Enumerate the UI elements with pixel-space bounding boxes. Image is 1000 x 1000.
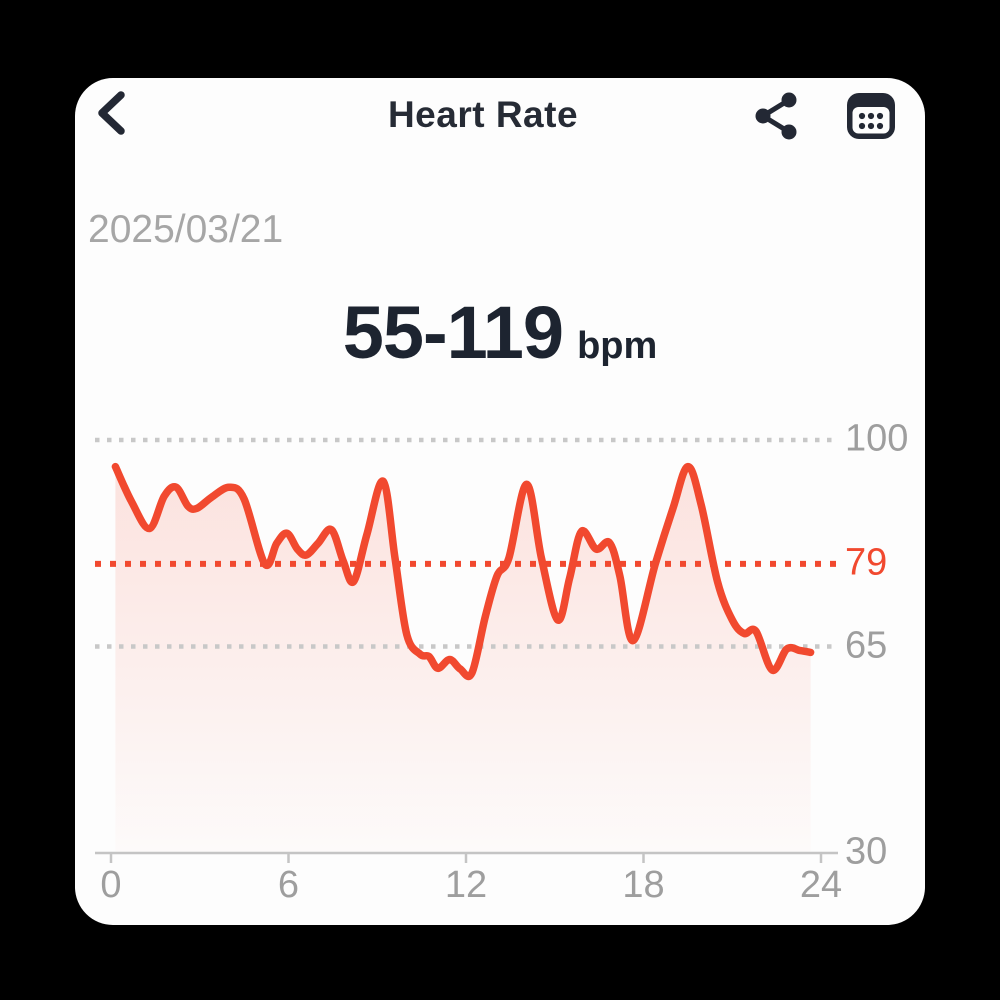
share-button[interactable] xyxy=(750,89,802,141)
calendar-icon xyxy=(847,93,895,139)
x-axis-label-6: 6 xyxy=(277,864,300,906)
x-axis-label-0: 0 xyxy=(100,864,122,906)
y-axis-label-100: 100 xyxy=(845,417,909,460)
share-icon xyxy=(755,92,797,140)
x-axis-label-18: 18 xyxy=(622,864,665,906)
page-title: Heart Rate xyxy=(387,94,579,135)
hr-line xyxy=(111,462,815,681)
y-axis-label-79: 79 xyxy=(845,541,888,584)
back-button[interactable] xyxy=(85,84,137,142)
x-axis-label-24: 24 xyxy=(799,864,843,906)
hr-range-unit: bpm xyxy=(577,325,658,367)
hr-range-summary: 55-119 bpm xyxy=(75,290,925,375)
calendar-button[interactable] xyxy=(843,87,899,143)
x-axis-label-12: 12 xyxy=(444,864,488,906)
y-axis-label-65: 65 xyxy=(845,624,888,667)
chevron-left-icon xyxy=(98,91,125,135)
hr-range-value: 55-119 xyxy=(342,291,564,374)
hr-area-fill xyxy=(115,466,811,853)
y-axis-label-30: 30 xyxy=(845,830,888,873)
date-label: 2025/03/21 xyxy=(88,208,284,251)
